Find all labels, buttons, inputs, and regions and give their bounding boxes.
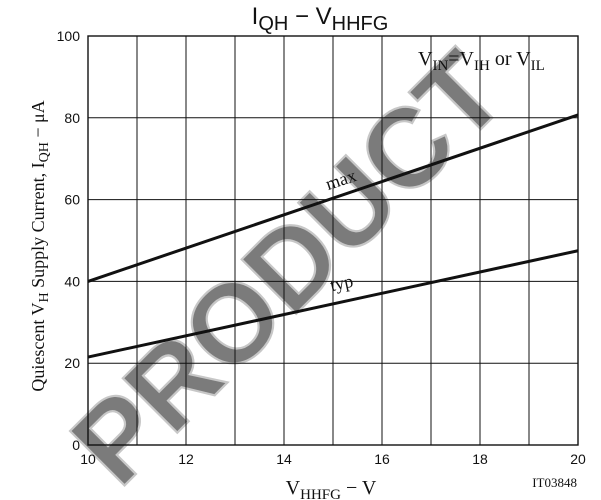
- plot-frame: [87, 35, 579, 446]
- series-line-typ: [87, 249, 579, 359]
- x-axis-label: VHHFG − V: [286, 477, 377, 500]
- tick-labels: 10 12 14 16 18 20 0 20 40 60 80 100: [57, 28, 586, 467]
- y-tick-label: 20: [64, 355, 80, 371]
- chart-title: IQH − VHHFG: [252, 3, 389, 35]
- grid: [88, 36, 578, 445]
- x-tick-label: 20: [570, 451, 586, 467]
- xlabel-sub: HHFG: [300, 487, 341, 500]
- condition-p3: or V: [490, 48, 531, 70]
- condition-label: VIN=VIH or VIL: [418, 48, 545, 74]
- title-main: I: [252, 3, 259, 30]
- series-label-typ: typ: [328, 271, 355, 295]
- ylabel-p1: Quiescent V: [28, 303, 48, 392]
- condition-s3: IL: [531, 58, 545, 74]
- ylabel-s1: H: [37, 292, 52, 302]
- y-tick-label: 60: [64, 192, 80, 208]
- ylabel-p3: − μA: [28, 100, 48, 142]
- watermark: PRODUCT: [47, 27, 529, 500]
- series-line-max: [87, 113, 579, 283]
- x-tick-label: 10: [80, 451, 96, 467]
- watermark-text: PRODUCT: [48, 28, 528, 500]
- y-tick-label: 80: [64, 110, 80, 126]
- condition-p2: =V: [448, 48, 474, 70]
- ylabel-p2: Supply Current, I: [28, 162, 48, 292]
- figure-id: IT03848: [532, 475, 577, 490]
- condition-s2: IH: [474, 58, 490, 74]
- ylabel-s2: QH: [37, 142, 52, 162]
- y-tick-label: 40: [64, 273, 80, 289]
- y-axis-label: Quiescent VH Supply Current, IQH − μA: [28, 100, 52, 391]
- y-tick-label: 0: [72, 437, 80, 453]
- title-sub-2: HHFG: [332, 13, 389, 35]
- xlabel-main: V: [286, 477, 301, 499]
- condition-p1: V: [418, 48, 433, 70]
- x-tick-label: 16: [374, 451, 390, 467]
- x-tick-label: 18: [472, 451, 488, 467]
- x-tick-label: 14: [276, 451, 292, 467]
- y-tick-label: 100: [57, 28, 81, 44]
- title-sub: QH: [258, 13, 288, 35]
- condition-s1: IN: [432, 58, 448, 74]
- title-middle: − V: [288, 3, 331, 30]
- xlabel-unit: − V: [341, 477, 377, 499]
- x-tick-label: 12: [178, 451, 194, 467]
